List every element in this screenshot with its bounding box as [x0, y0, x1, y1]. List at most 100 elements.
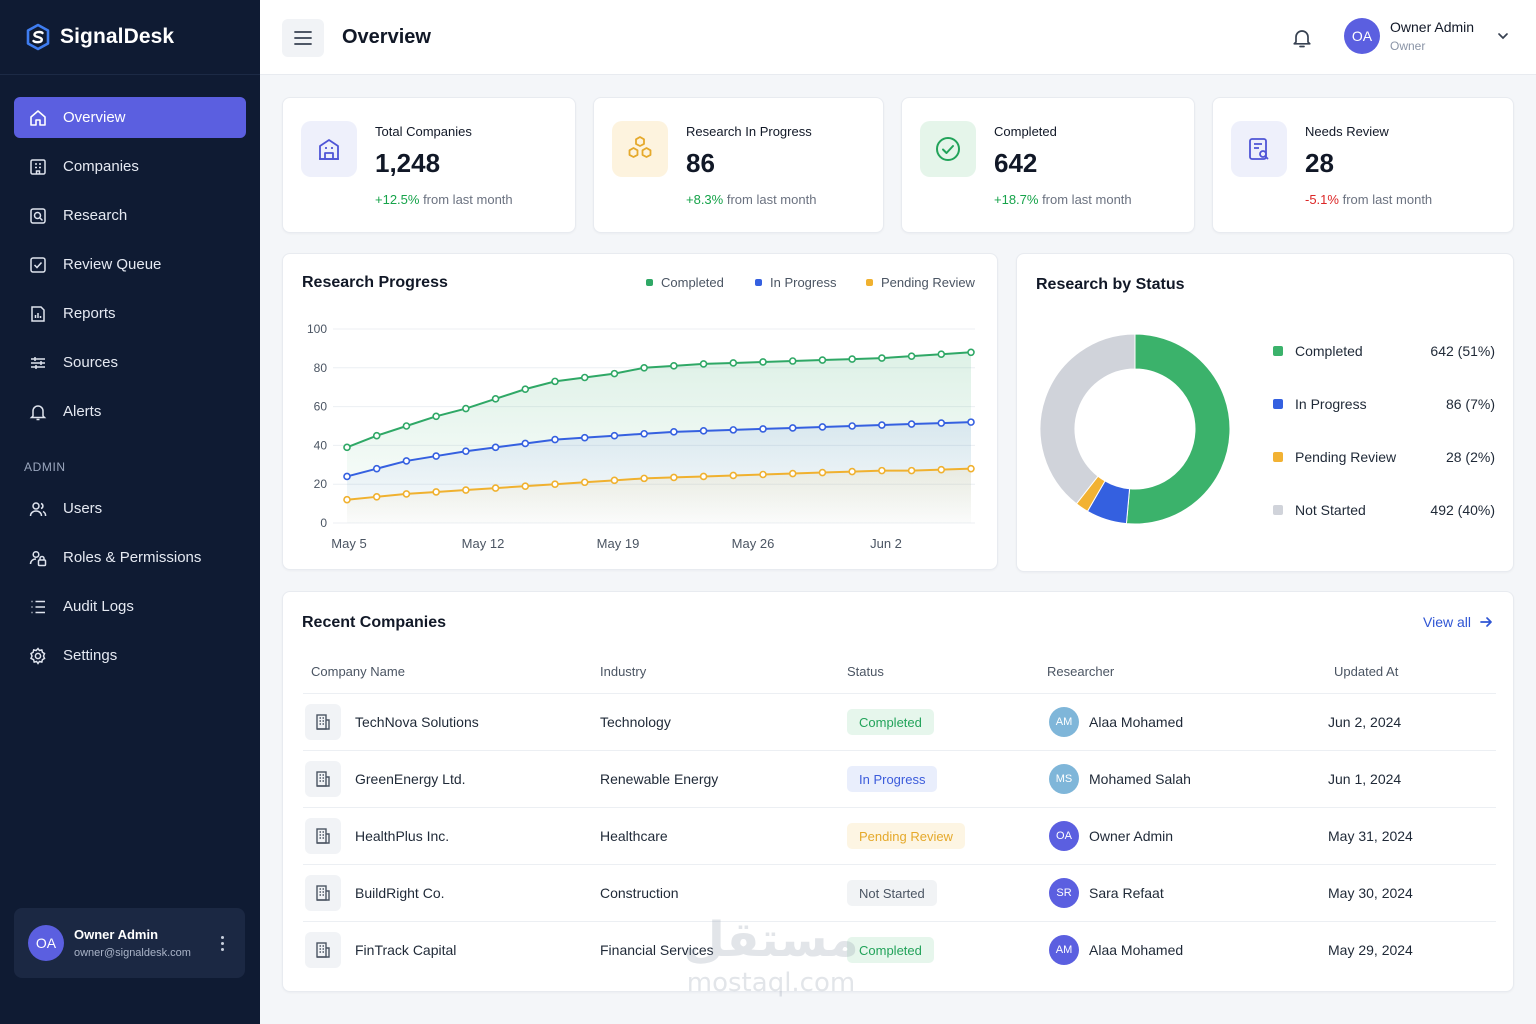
data-point[interactable]: [937, 350, 946, 359]
data-point[interactable]: [729, 471, 738, 480]
data-point[interactable]: [967, 464, 975, 473]
data-point[interactable]: [640, 474, 648, 483]
data-point[interactable]: [610, 476, 619, 485]
data-point[interactable]: [432, 412, 440, 421]
data-point[interactable]: [402, 490, 411, 498]
data-point[interactable]: [462, 486, 470, 494]
data-point[interactable]: [937, 465, 946, 474]
data-point[interactable]: [907, 420, 916, 428]
data-point[interactable]: [372, 431, 381, 440]
data-point[interactable]: [848, 422, 856, 430]
more-vertical-icon[interactable]: [213, 928, 231, 958]
stat-card-completed[interactable]: Completed 642 +18.7% from last month: [901, 97, 1195, 233]
data-point[interactable]: [580, 433, 589, 442]
data-point[interactable]: [878, 421, 886, 429]
data-point[interactable]: [343, 495, 351, 504]
data-point[interactable]: [521, 482, 530, 490]
data-point[interactable]: [610, 369, 619, 378]
data-point[interactable]: [670, 428, 678, 436]
table-row[interactable]: FinTrack Capital Financial Services Comp…: [303, 921, 1496, 978]
data-point[interactable]: [491, 484, 500, 492]
sidebar-item-review-queue[interactable]: Review Queue: [14, 244, 246, 285]
data-point[interactable]: [580, 478, 589, 487]
data-point[interactable]: [937, 419, 946, 427]
data-point[interactable]: [551, 377, 559, 386]
sidebar-item-settings[interactable]: Settings: [14, 635, 246, 676]
data-point[interactable]: [907, 352, 916, 360]
column-header-industry[interactable]: Industry: [600, 664, 647, 679]
data-point[interactable]: [759, 470, 767, 479]
data-point[interactable]: [462, 404, 470, 413]
header-user-menu[interactable]: OA Owner Admin Owner: [1344, 18, 1510, 54]
data-point[interactable]: [967, 418, 975, 426]
view-all-link[interactable]: View all: [1423, 614, 1493, 630]
sidebar-item-overview[interactable]: Overview: [14, 97, 246, 138]
table-row[interactable]: TechNova Solutions Technology Completed …: [303, 693, 1496, 750]
column-header-status[interactable]: Status: [847, 664, 884, 679]
donut-slice-not-started[interactable]: [1039, 333, 1136, 505]
hamburger-menu-button[interactable]: [282, 19, 324, 57]
stat-card-needs-review[interactable]: Needs Review 28 -5.1% from last month: [1212, 97, 1514, 233]
data-point[interactable]: [878, 466, 886, 475]
data-point[interactable]: [432, 488, 440, 496]
data-point[interactable]: [699, 360, 708, 368]
sidebar-item-research[interactable]: Research: [14, 195, 246, 236]
data-point[interactable]: [521, 439, 530, 448]
data-point[interactable]: [788, 357, 797, 365]
table-row[interactable]: GreenEnergy Ltd. Renewable Energy In Pro…: [303, 750, 1496, 807]
table-row[interactable]: BuildRight Co. Construction Not Started …: [303, 864, 1496, 921]
data-point[interactable]: [372, 464, 381, 473]
sidebar-item-companies[interactable]: Companies: [14, 146, 246, 187]
sidebar-user-card[interactable]: OA Owner Admin owner@signaldesk.com: [14, 908, 245, 978]
data-point[interactable]: [402, 422, 411, 430]
data-point[interactable]: [610, 431, 619, 440]
data-point[interactable]: [818, 423, 827, 431]
data-point[interactable]: [759, 358, 767, 366]
data-point[interactable]: [699, 472, 708, 481]
notification-bell-icon[interactable]: [1290, 26, 1314, 50]
data-point[interactable]: [759, 425, 767, 433]
data-point[interactable]: [372, 493, 381, 501]
data-point[interactable]: [343, 443, 351, 452]
data-point[interactable]: [551, 435, 559, 444]
donut-slice-completed[interactable]: [1125, 333, 1231, 525]
column-header-company[interactable]: Company Name: [311, 664, 405, 679]
column-header-updated-at[interactable]: Updated At: [1334, 664, 1399, 679]
data-point[interactable]: [640, 364, 648, 372]
data-point[interactable]: [878, 354, 886, 362]
stat-card-research-in-progress[interactable]: Research In Progress 86 +8.3% from last …: [593, 97, 884, 233]
data-point[interactable]: [402, 457, 411, 465]
data-point[interactable]: [818, 356, 827, 364]
column-header-researcher[interactable]: Researcher: [1047, 664, 1115, 679]
sidebar-item-audit-logs[interactable]: Audit Logs: [14, 586, 246, 627]
data-point[interactable]: [521, 385, 530, 393]
sidebar-item-alerts[interactable]: Alerts: [14, 391, 246, 432]
data-point[interactable]: [670, 473, 678, 482]
stat-card-total-companies[interactable]: Total Companies 1,248 +12.5% from last m…: [282, 97, 576, 233]
data-point[interactable]: [462, 447, 470, 456]
sidebar-item-roles[interactable]: Roles & Permissions: [14, 537, 246, 578]
data-point[interactable]: [640, 429, 648, 438]
data-point[interactable]: [848, 467, 856, 476]
data-point[interactable]: [551, 480, 559, 488]
data-point[interactable]: [967, 348, 975, 357]
data-point[interactable]: [491, 443, 500, 452]
data-point[interactable]: [580, 373, 589, 382]
table-row[interactable]: HealthPlus Inc. Healthcare Pending Revie…: [303, 807, 1496, 864]
sidebar-item-users[interactable]: Users: [14, 488, 246, 529]
data-point[interactable]: [729, 426, 738, 434]
data-point[interactable]: [491, 395, 500, 403]
data-point[interactable]: [788, 469, 797, 478]
data-point[interactable]: [670, 362, 678, 370]
data-point[interactable]: [729, 359, 738, 367]
data-point[interactable]: [343, 472, 351, 481]
data-point[interactable]: [818, 468, 827, 477]
data-point[interactable]: [432, 452, 440, 460]
data-point[interactable]: [907, 466, 916, 475]
data-point[interactable]: [788, 424, 797, 432]
brand[interactable]: SignalDesk: [0, 0, 260, 75]
data-point[interactable]: [699, 427, 708, 435]
sidebar-item-sources[interactable]: Sources: [14, 342, 246, 383]
sidebar-item-reports[interactable]: Reports: [14, 293, 246, 334]
data-point[interactable]: [848, 355, 856, 363]
